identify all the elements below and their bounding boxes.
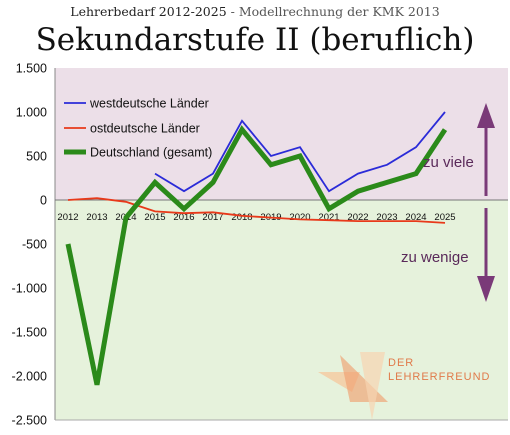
title-sub: Modellrechnung der KMK 2013 xyxy=(238,4,440,19)
legend-label: ostdeutsche Länder xyxy=(90,122,200,136)
logo-text-1: DER xyxy=(388,357,414,369)
x-tick-label: 2025 xyxy=(434,212,455,223)
series-line-2 xyxy=(67,197,446,224)
annotation-zu-viele: zu viele xyxy=(423,154,474,171)
annotation-zu-wenige: zu wenige xyxy=(401,249,469,266)
arrow-up-icon xyxy=(477,103,495,128)
series-line-1 xyxy=(154,111,446,193)
logo-text-2: LEHRERFREUND xyxy=(388,371,490,383)
x-tick-label: 2021 xyxy=(318,212,339,223)
annotation-arrows xyxy=(477,103,495,302)
y-tick-label: 1.500 xyxy=(16,62,47,76)
x-tick-label: 2013 xyxy=(86,212,107,223)
title-sep: - xyxy=(226,4,239,19)
y-tick-label: -2.500 xyxy=(12,414,47,428)
x-tick-label: 2012 xyxy=(57,212,78,223)
y-tick-label: -2.000 xyxy=(12,370,47,384)
x-tick-label: 2023 xyxy=(376,212,397,223)
x-tick-label: 2015 xyxy=(144,212,165,223)
y-tick-label: -1.000 xyxy=(12,282,47,296)
positive-band xyxy=(55,68,508,200)
legend: westdeutsche Länder ostdeutsche Länder Deu… xyxy=(64,97,212,160)
y-tick-labels: 1.500 1.000 500 0 -500 -1.000 -1.500 -2.000 -2.5… xyxy=(12,62,48,428)
lehrerfreund-logo: DER LEHRERFREUND xyxy=(318,352,490,420)
y-tick-label: 0 xyxy=(40,194,47,208)
series-layer xyxy=(65,111,448,386)
y-tick-label: -500 xyxy=(22,238,47,252)
y-tick-label: 500 xyxy=(26,150,47,164)
chart-subtitle: Lehrerbedarf 2012-2025 - Modellrechnung … xyxy=(0,4,510,19)
x-tick-label: 2016 xyxy=(173,212,194,223)
logo-shape-3 xyxy=(360,352,385,420)
series-line-3 xyxy=(65,125,448,386)
legend-label: westdeutsche Länder xyxy=(89,97,209,111)
arrow-down-icon xyxy=(477,276,495,302)
legend-label: Deutschland (gesamt) xyxy=(90,146,212,160)
y-tick-label: -1.500 xyxy=(12,326,47,340)
negative-band xyxy=(55,200,508,420)
y-tick-label: 1.000 xyxy=(16,106,47,120)
x-tick-label: 2017 xyxy=(202,212,223,223)
x-tick-label: 2024 xyxy=(405,212,426,223)
x-tick-label: 2018 xyxy=(231,212,252,223)
title-line: Lehrerbedarf 2012-2025 xyxy=(70,4,227,19)
x-tick-label: 2020 xyxy=(289,212,310,223)
x-tick-label: 2022 xyxy=(347,212,368,223)
chart-title: Sekundarstufe II (beruflich) xyxy=(35,22,475,58)
